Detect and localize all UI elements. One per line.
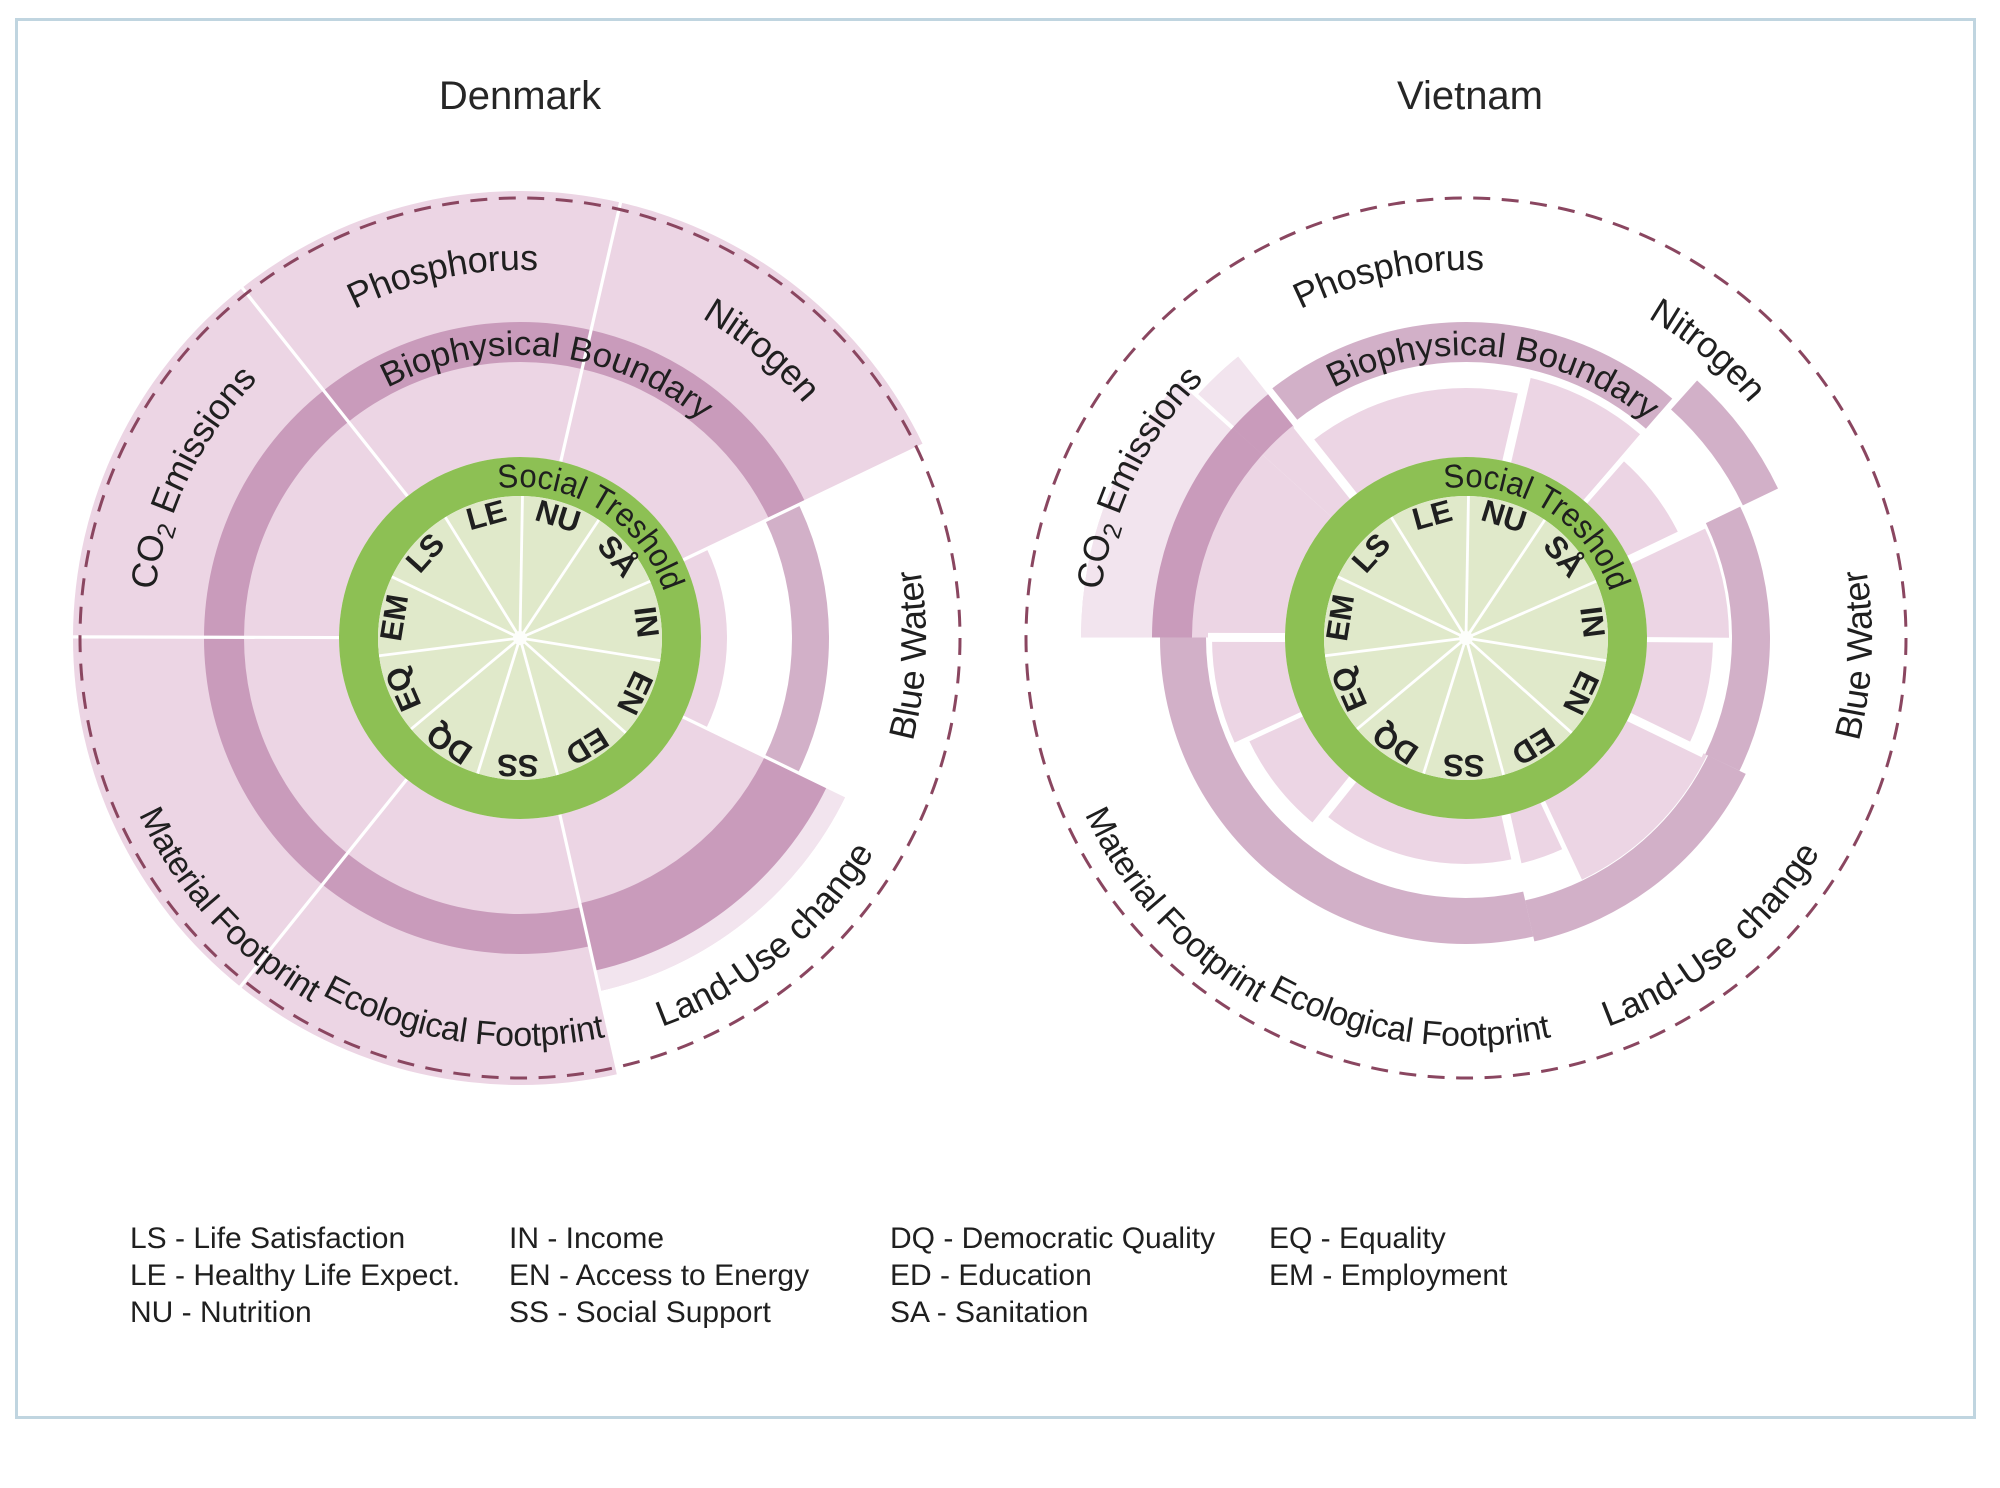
svg-text:EN - Access to Energy: EN - Access to Energy	[509, 1259, 809, 1292]
svg-text:EQ - Equality: EQ - Equality	[1269, 1222, 1446, 1255]
svg-text:EM - Employment: EM - Employment	[1269, 1259, 1508, 1292]
svg-text:SS - Social Support: SS - Social Support	[509, 1296, 771, 1329]
svg-text:SS: SS	[497, 748, 539, 784]
svg-text:LE - Healthy Life Expect.: LE - Healthy Life Expect.	[130, 1259, 460, 1292]
svg-text:IN: IN	[627, 604, 666, 639]
svg-text:NU - Nutrition: NU - Nutrition	[130, 1296, 312, 1329]
svg-text:EM: EM	[1319, 592, 1361, 643]
svg-text:LS - Life Satisfaction: LS - Life Satisfaction	[130, 1222, 405, 1255]
svg-text:IN - Income: IN - Income	[509, 1222, 664, 1255]
svg-text:EM: EM	[373, 592, 415, 643]
svg-text:Denmark: Denmark	[439, 74, 602, 118]
svg-text:IN: IN	[1573, 604, 1612, 639]
svg-text:Vietnam: Vietnam	[1397, 74, 1543, 118]
svg-text:DQ - Democratic Quality: DQ - Democratic Quality	[890, 1222, 1215, 1255]
svg-text:SS: SS	[1443, 748, 1485, 784]
svg-text:ED - Education: ED - Education	[890, 1259, 1092, 1292]
svg-text:SA - Sanitation: SA - Sanitation	[890, 1296, 1088, 1329]
